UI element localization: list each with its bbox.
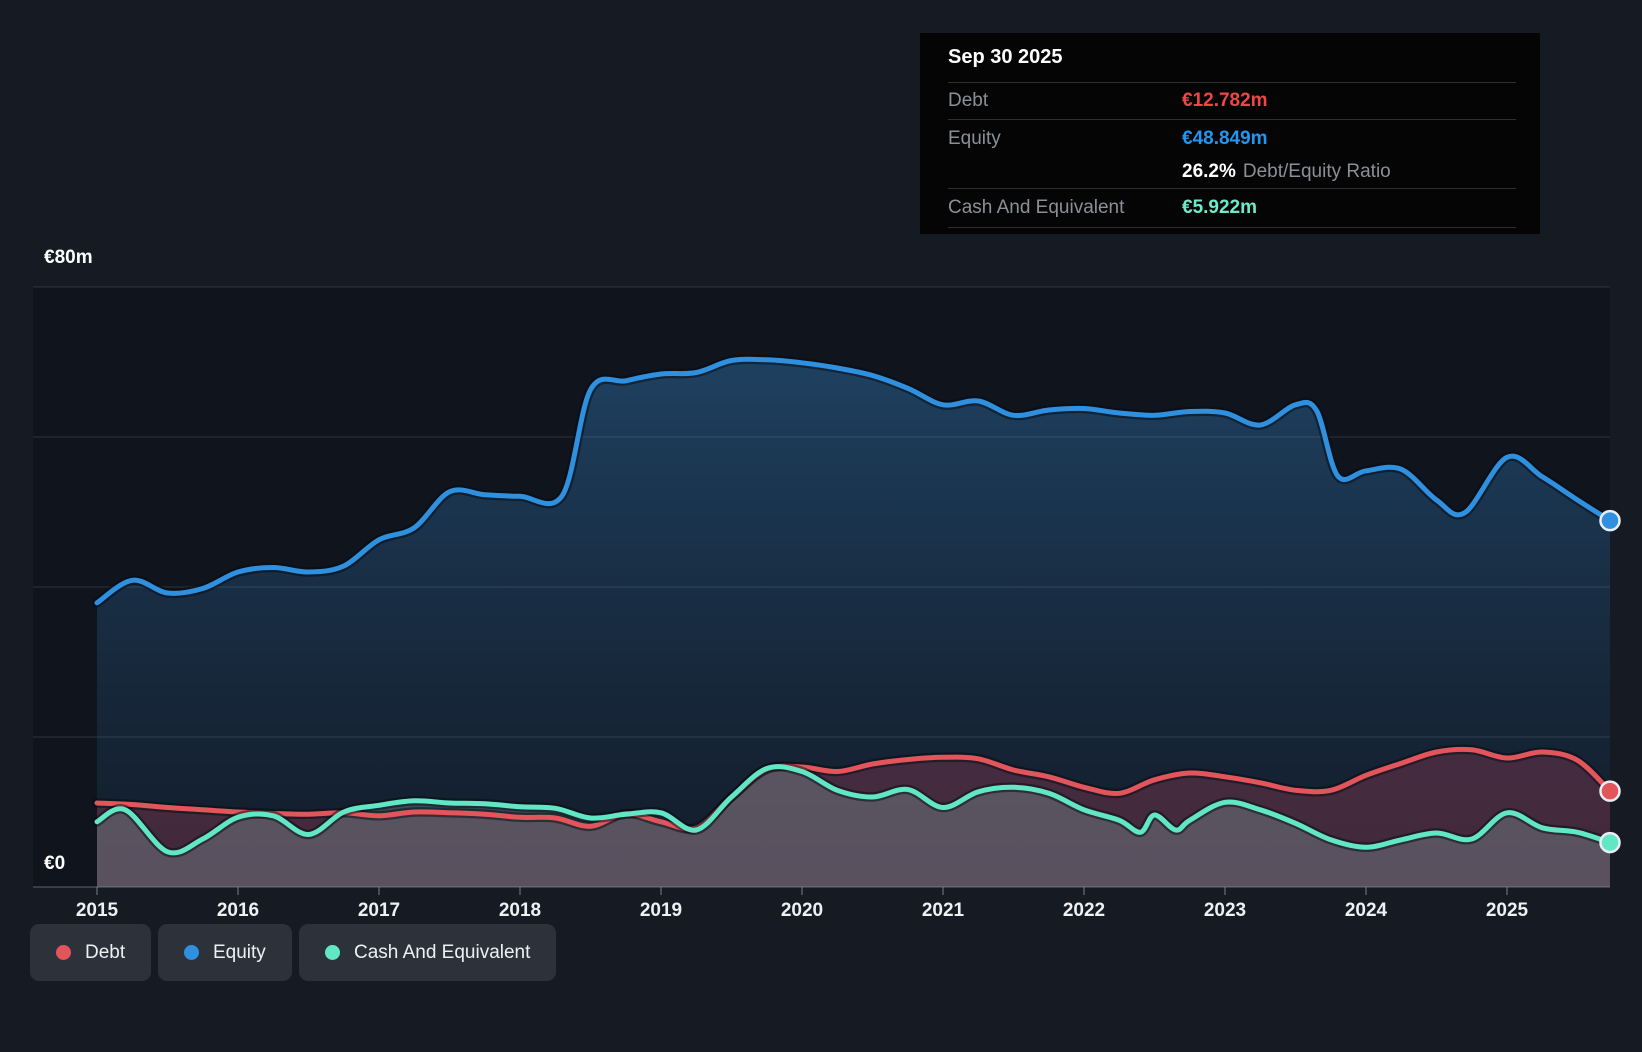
legend-item-equity[interactable]: Equity: [158, 924, 292, 981]
tooltip-row-cash: Cash And Equivalent €5.922m: [948, 188, 1516, 228]
x-tick-label-2025: 2025: [1486, 900, 1529, 921]
x-tick-label-2019: 2019: [640, 900, 682, 921]
tooltip-cash-value: €5.922m: [1182, 197, 1258, 218]
y-axis-zero-label: €0: [44, 853, 65, 874]
tooltip-ratio-label: Debt/Equity Ratio: [1242, 161, 1391, 182]
tooltip-cash-label: Cash And Equivalent: [948, 197, 1125, 218]
tooltip-row-equity: Equity €48.849m: [948, 120, 1516, 156]
tooltip-equity-value: €48.849m: [1182, 128, 1268, 149]
equity-endpoint-marker: [1599, 509, 1621, 532]
cash-series-dot-icon: [325, 945, 340, 960]
y-axis-max-label: €80m: [44, 247, 93, 268]
debt-series-dot-icon: [56, 945, 71, 960]
legend-equity-label: Equity: [213, 941, 266, 963]
equity-area-fill: [97, 359, 1610, 887]
x-tick-label-2018: 2018: [499, 900, 541, 921]
tooltip-debt-value: €12.782m: [1182, 90, 1268, 111]
tooltip-row-debt: Debt €12.782m: [948, 83, 1516, 120]
cash-area-fill: [97, 766, 1610, 887]
cash-endpoint-marker: [1599, 831, 1621, 854]
x-tick-label-2021: 2021: [922, 900, 965, 921]
legend-cash-label: Cash And Equivalent: [354, 941, 531, 963]
x-tick-label-2020: 2020: [781, 900, 823, 921]
x-tick-label-2024: 2024: [1345, 900, 1388, 921]
legend-item-cash[interactable]: Cash And Equivalent: [299, 924, 557, 981]
x-tick-label-2015: 2015: [76, 900, 119, 921]
tooltip-debt-label: Debt: [948, 90, 989, 111]
legend-item-debt[interactable]: Debt: [30, 924, 152, 981]
cash-line: [94, 764, 1613, 856]
x-tick-label-2017: 2017: [358, 900, 400, 921]
tooltip-equity-label: Equity: [948, 128, 1001, 149]
equity-line: [94, 356, 1613, 606]
tooltip-date: Sep 30 2025: [948, 33, 1516, 83]
debt-endpoint-marker: [1599, 780, 1621, 802]
tooltip-ratio: 26.2% Debt/Equity Ratio: [1182, 161, 1391, 183]
legend-debt-label: Debt: [85, 941, 126, 963]
x-tick-label-2022: 2022: [1063, 900, 1105, 921]
tooltip-ratio-value: 26.2%: [1182, 161, 1236, 182]
debt-area-fill: [97, 749, 1610, 887]
tooltip-row-ratio: 26.2% Debt/Equity Ratio: [948, 156, 1516, 188]
chart-tooltip: Sep 30 2025 Debt €12.782m Equity €48.849…: [920, 33, 1540, 234]
x-tick-label-2023: 2023: [1204, 900, 1246, 921]
equity-series-dot-icon: [184, 945, 199, 960]
x-tick-label-2016: 2016: [217, 900, 259, 921]
